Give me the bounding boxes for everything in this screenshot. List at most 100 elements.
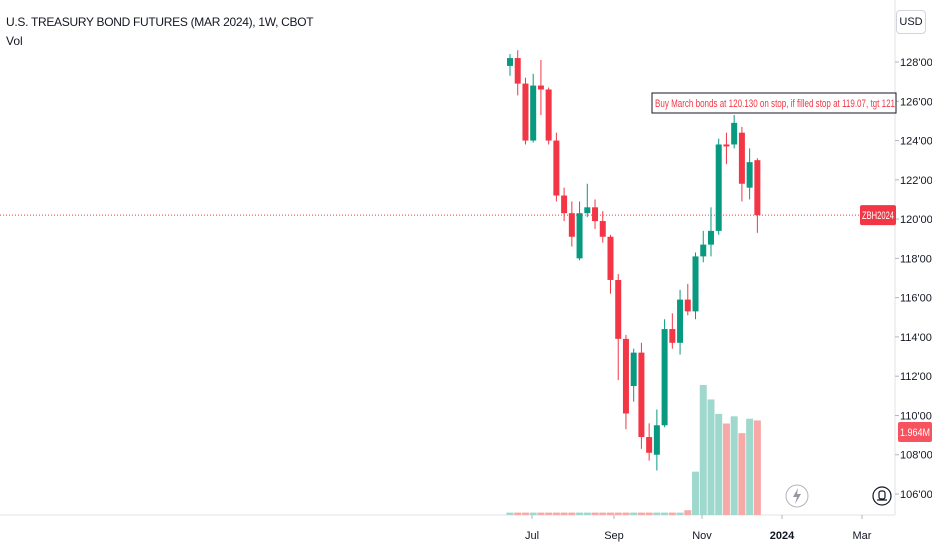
candle[interactable] xyxy=(684,283,691,316)
candle[interactable] xyxy=(522,77,529,145)
y-tick-label: 118'00 xyxy=(900,253,932,265)
volume-bar xyxy=(537,512,545,515)
volume-bar xyxy=(599,512,607,515)
volume-bar xyxy=(676,512,684,515)
candle[interactable] xyxy=(592,199,599,229)
volume-bar xyxy=(560,512,568,515)
candle-body xyxy=(622,338,629,414)
y-tick-label: 120'00 xyxy=(900,214,932,226)
candle[interactable] xyxy=(700,230,707,263)
lightning-icon[interactable] xyxy=(785,484,809,508)
candle[interactable] xyxy=(738,126,745,202)
candle[interactable] xyxy=(754,158,761,233)
volume-bar xyxy=(637,512,645,515)
candle[interactable] xyxy=(715,138,722,235)
bell-alert-icon[interactable] xyxy=(872,486,892,506)
candle-body xyxy=(661,329,668,426)
candle[interactable] xyxy=(746,148,753,200)
candle-body xyxy=(599,221,606,237)
volume-bar xyxy=(552,512,560,515)
y-tick-label: 108'00 xyxy=(900,450,932,462)
last-price-badge: ZBH2024 xyxy=(860,205,896,226)
candle[interactable] xyxy=(615,274,622,381)
candle[interactable] xyxy=(646,423,653,461)
candle[interactable] xyxy=(507,54,513,76)
volume-bar xyxy=(614,512,622,515)
candle[interactable] xyxy=(584,183,591,218)
candle[interactable] xyxy=(545,87,552,145)
volume-bar xyxy=(746,418,754,515)
candle-body xyxy=(677,299,684,343)
volume-bar xyxy=(653,512,661,515)
annotation-box xyxy=(651,92,897,114)
candle[interactable] xyxy=(661,319,668,428)
candle[interactable] xyxy=(568,201,575,247)
candle-body xyxy=(514,58,521,84)
candle-body xyxy=(646,437,653,453)
candle-body xyxy=(669,329,676,343)
candle-body xyxy=(522,83,529,141)
volume-bar xyxy=(606,512,614,515)
candle[interactable] xyxy=(607,234,614,294)
candle-body xyxy=(738,132,745,184)
candle-body xyxy=(537,85,544,90)
candle-body xyxy=(684,299,691,312)
symbol-price-label: ZBH2024 xyxy=(862,210,894,222)
candle[interactable] xyxy=(553,132,560,202)
volume-badge: 1.964M xyxy=(898,422,932,442)
candle-body xyxy=(630,352,637,386)
y-tick-label: 128'00 xyxy=(900,57,932,69)
candle-body xyxy=(715,144,722,231)
x-tick-label: Nov xyxy=(692,530,712,542)
x-tick-label: Jul xyxy=(525,530,539,542)
candle[interactable] xyxy=(537,60,544,116)
candle-body xyxy=(561,195,568,214)
x-tick-label: 2024 xyxy=(770,530,795,542)
candle-body xyxy=(638,352,645,438)
candle-body xyxy=(553,140,560,196)
x-tick-label: Mar xyxy=(853,530,872,542)
volume-bar xyxy=(506,512,514,515)
grid-lines xyxy=(0,0,896,516)
candle[interactable] xyxy=(622,334,629,430)
candle[interactable] xyxy=(707,207,714,257)
candle-body xyxy=(592,207,599,222)
volume-bar xyxy=(668,512,676,515)
candle[interactable] xyxy=(530,73,537,143)
y-tick-label: 124'00 xyxy=(900,136,932,148)
candle-body xyxy=(607,236,614,280)
candle[interactable] xyxy=(669,313,676,349)
candle[interactable] xyxy=(599,211,606,243)
candle[interactable] xyxy=(514,50,521,96)
candle-body xyxy=(754,160,761,216)
candle[interactable] xyxy=(692,252,699,320)
candle[interactable] xyxy=(561,187,568,222)
volume-bar xyxy=(545,512,553,515)
volume-indicator-label[interactable]: Vol xyxy=(6,34,23,48)
volume-bars xyxy=(506,385,761,515)
y-tick-label: 126'00 xyxy=(900,96,932,108)
price-axis: 128'00 126'00 124'00 122'00 120'00 118'00 116'… xyxy=(895,57,932,501)
y-tick-label: 112'00 xyxy=(900,371,932,383)
candle-body xyxy=(731,122,738,145)
volume-bar xyxy=(661,512,669,515)
volume-value-label: 1.964M xyxy=(900,427,930,439)
candle[interactable] xyxy=(576,201,583,261)
y-tick-label: 116'00 xyxy=(900,293,932,305)
chart-title: U.S. TREASURY BOND FUTURES (MAR 2024), 1… xyxy=(6,15,314,29)
candle[interactable] xyxy=(653,409,660,471)
candle[interactable] xyxy=(731,115,738,149)
annotation-text: Buy March bonds at 120.130 on stop, if f… xyxy=(655,98,895,110)
volume-bar xyxy=(753,420,761,515)
candle[interactable] xyxy=(638,342,645,449)
candle[interactable] xyxy=(630,348,637,402)
candle[interactable] xyxy=(723,132,730,165)
y-tick-label: 122'00 xyxy=(900,175,932,187)
volume-bar xyxy=(738,433,746,515)
candle-body xyxy=(653,425,660,455)
volume-bar xyxy=(692,471,700,515)
currency-button[interactable]: USD xyxy=(896,10,926,34)
candle[interactable] xyxy=(677,289,684,355)
trade-annotation[interactable]: Buy March bonds at 120.130 on stop, if f… xyxy=(651,92,897,114)
